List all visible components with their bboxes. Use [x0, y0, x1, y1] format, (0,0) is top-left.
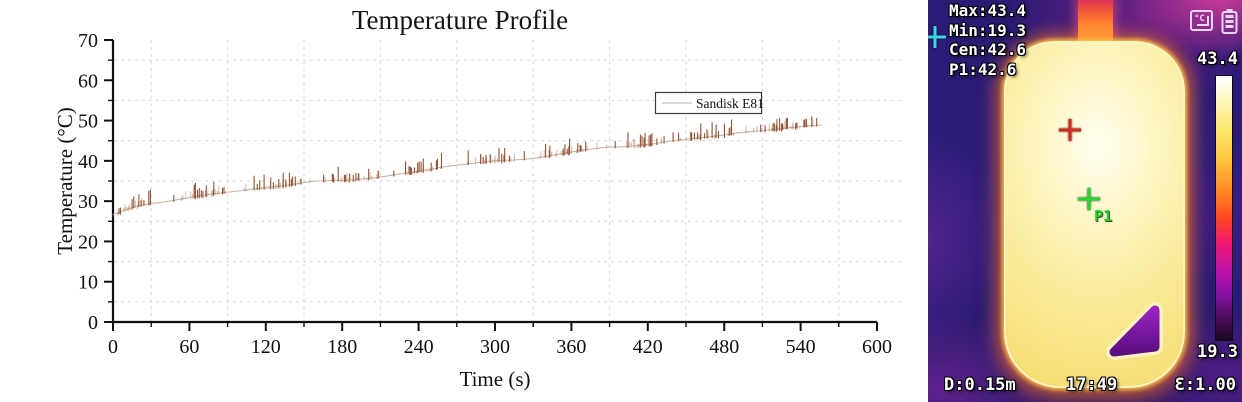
reading-center: Cen:42.6 [949, 40, 1027, 59]
color-scale-bar [1215, 75, 1233, 341]
series-line [112, 124, 823, 216]
y-tick-label: 60 [78, 70, 98, 92]
series-noise [112, 118, 814, 217]
x-tick-label: 600 [862, 336, 892, 358]
reading-min: Min:19.3 [949, 20, 1027, 40]
y-axis-label: Temperature (°C) [53, 107, 77, 254]
thermal-overlay-shapes [1106, 302, 1163, 360]
x-tick-label: 120 [251, 336, 281, 358]
legend-entry-label: Sandisk E81 [696, 96, 764, 111]
y-tick-label: 50 [78, 111, 98, 133]
status-icons: °C [1189, 8, 1238, 34]
x-tick-label: 0 [108, 336, 118, 358]
x-tick-label: 360 [556, 336, 586, 358]
usb-cable-hotspot [1078, 0, 1113, 46]
x-tick-label: 180 [327, 336, 357, 358]
reading-p1: P1:42.6 [949, 59, 1017, 79]
x-axis-label: Time (s) [460, 367, 531, 391]
distance-value: D:0.15m [944, 375, 1016, 395]
y-tick-label: 40 [78, 151, 98, 173]
scale-max-value: 43.4 [1197, 49, 1238, 69]
battery-icon [1221, 9, 1238, 34]
chart-title: Temperature Profile [352, 5, 568, 35]
p1-marker-label: P1 [1094, 207, 1113, 225]
emissivity-value: Ɛ:1.00 [1174, 375, 1236, 395]
temperature-unit-icon: °C [1190, 10, 1213, 31]
x-tick-label: 300 [480, 336, 510, 358]
legend-box [654, 91, 763, 115]
lanyard-hole [1106, 302, 1163, 360]
thermal-readings: Max:43.4 Min:19.3 Cen:42.6 P1:42.6 [949, 1, 1026, 79]
y-tick-label: 70 [78, 30, 98, 52]
y-tick-label: 30 [78, 191, 98, 213]
min-point-crosshair-icon [928, 26, 946, 48]
temperature-chart-panel: 0 10 20 30 40 50 60 70 0 60 120 180 240 300 360 420 480 5… [53, 5, 905, 391]
series-noise [118, 116, 818, 215]
temperature-line-chart: 0 10 20 30 40 50 60 70 0 60 120 180 240 300 360 420 480 5… [53, 5, 905, 391]
svg-text:°C: °C [1194, 14, 1205, 24]
scale-min-value: 19.3 [1197, 342, 1238, 362]
y-tick-label: 10 [78, 272, 98, 294]
y-tick-label: 0 [88, 312, 98, 334]
center-crosshair-icon [1059, 119, 1081, 141]
x-tick-label: 480 [709, 336, 739, 358]
x-tick-label: 240 [404, 336, 434, 358]
clock-time: 17:49 [1066, 375, 1118, 395]
x-tick-label: 60 [179, 336, 199, 358]
y-tick-label: 20 [78, 231, 98, 253]
thermal-camera-view: Max:43.4 Min:19.3 Cen:42.6 P1:42.6 °C 43… [928, 0, 1242, 402]
reading-max: Max:43.4 [949, 1, 1027, 20]
x-tick-label: 540 [786, 336, 816, 358]
x-tick-label: 420 [633, 336, 663, 358]
